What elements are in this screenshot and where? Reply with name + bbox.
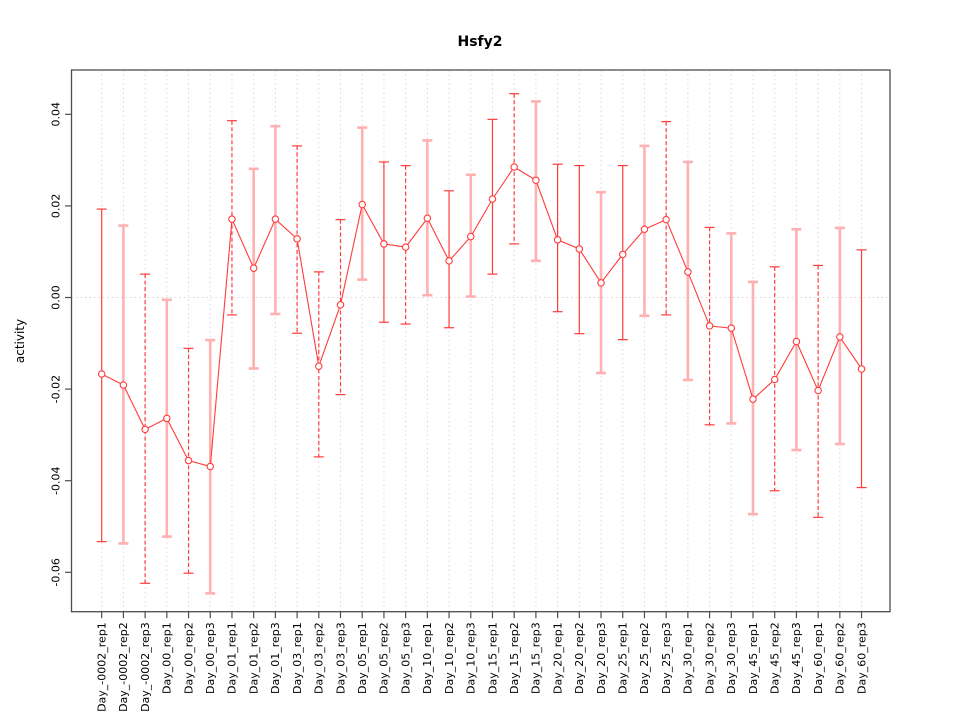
data-point	[814, 386, 822, 395]
y-tick-label: 0.02	[50, 194, 63, 219]
data-point	[770, 375, 779, 384]
x-axis-ticks-and-labels: Day_-0002_rep1 Day_-0002_rep2 Day_-0002_re…	[96, 611, 868, 712]
data-points	[97, 163, 866, 471]
data-point	[553, 236, 562, 244]
data-point	[857, 365, 866, 373]
x-tick-label: Day_00_rep1	[161, 622, 174, 694]
data-point	[727, 324, 736, 332]
x-tick-label: Day_10_rep2	[443, 622, 456, 694]
data-point	[467, 232, 475, 241]
x-tick-label: Day_01_rep2	[247, 622, 260, 694]
data-point	[423, 214, 432, 223]
data-point	[119, 381, 128, 389]
x-tick-label: Day_25_rep2	[638, 622, 651, 694]
data-point	[249, 264, 258, 272]
data-point	[293, 235, 301, 243]
x-tick-label: Day_15_rep2	[508, 622, 521, 694]
data-point	[163, 414, 171, 423]
data-point	[184, 456, 193, 465]
x-tick-label: Day_01_rep1	[226, 622, 239, 694]
x-tick-label: Day_20_rep3	[595, 622, 608, 694]
x-tick-label: Day_10_rep1	[421, 622, 434, 694]
data-point	[358, 200, 366, 209]
data-point	[510, 163, 518, 171]
data-point	[684, 268, 692, 276]
x-tick-label: Day_10_rep3	[465, 622, 478, 694]
x-tick-label: Day_45_rep3	[790, 622, 803, 694]
y-tick-label: -0.06	[50, 558, 63, 586]
x-tick-label: Day_05_rep2	[378, 622, 391, 694]
series-polyline	[101, 166, 863, 468]
x-tick-label: Day_30_rep3	[725, 622, 738, 694]
x-tick-label: Day_00_rep2	[182, 622, 195, 694]
x-tick-label: Day_60_rep1	[812, 622, 825, 694]
x-tick-label: Day_03_rep2	[313, 622, 326, 694]
data-point	[271, 215, 280, 223]
data-point	[315, 362, 323, 370]
data-point	[141, 425, 149, 434]
data-point	[640, 225, 649, 234]
x-tick-label: Day_20_rep1	[551, 622, 564, 694]
x-tick-label: Day_60_rep3	[855, 622, 868, 694]
data-point	[401, 243, 410, 251]
x-tick-label: Day_03_rep1	[291, 622, 304, 694]
data-point	[575, 245, 584, 253]
data-point	[445, 257, 453, 265]
x-tick-label: Day_-0002_rep2	[117, 622, 130, 712]
plot-box	[70, 69, 891, 613]
x-tick-label: Day_03_rep3	[334, 622, 347, 694]
x-tick-label: Day_-0002_rep1	[96, 622, 109, 712]
data-point	[597, 279, 605, 287]
x-tick-label: Day_45_rep2	[769, 622, 782, 694]
x-tick-label: Day_45_rep1	[747, 622, 760, 694]
y-tick-label: 0.04	[50, 102, 63, 127]
y-tick-label: -0.02	[50, 375, 63, 403]
data-point	[228, 215, 236, 223]
x-tick-label: Day_20_rep2	[573, 622, 586, 694]
chart-title: Hsfy2	[457, 34, 502, 50]
data-point	[749, 395, 757, 403]
x-tick-label: Day_30_rep2	[703, 622, 716, 694]
data-point	[836, 333, 844, 341]
data-point	[618, 250, 627, 259]
x-tick-label: Day_30_rep1	[682, 622, 695, 694]
y-axis-label: activity	[13, 319, 27, 363]
y-tick-label: -0.04	[50, 466, 63, 494]
data-point	[705, 322, 714, 330]
x-tick-label: Day_00_rep3	[204, 622, 217, 694]
x-tick-label: Day_-0002_rep3	[139, 622, 152, 712]
y-axis-ticks-and-labels: 0.04 0.02 0.00 -0.02 -0.04 -0.06	[50, 102, 72, 587]
data-point	[532, 176, 540, 185]
data-point	[488, 195, 497, 203]
data-point	[662, 215, 670, 224]
plot-border	[70, 69, 891, 613]
x-tick-label: Day_60_rep2	[834, 622, 847, 694]
x-tick-label: Day_05_rep3	[399, 622, 412, 694]
data-point	[97, 370, 106, 378]
y-tick-label: 0.00	[50, 285, 63, 310]
series-line	[101, 166, 863, 468]
error-bars	[96, 93, 867, 595]
data-point	[206, 462, 215, 471]
gridlines	[101, 70, 863, 612]
data-point	[336, 301, 345, 309]
x-tick-label: Day_01_rep3	[269, 622, 282, 694]
x-tick-label: Day_25_rep3	[660, 622, 673, 694]
x-tick-label: Day_15_rep1	[486, 622, 499, 694]
data-point	[380, 240, 388, 248]
x-tick-label: Day_15_rep3	[530, 622, 543, 694]
x-tick-label: Day_25_rep1	[617, 622, 630, 694]
data-point	[792, 337, 801, 346]
x-tick-label: Day_05_rep1	[356, 622, 369, 694]
